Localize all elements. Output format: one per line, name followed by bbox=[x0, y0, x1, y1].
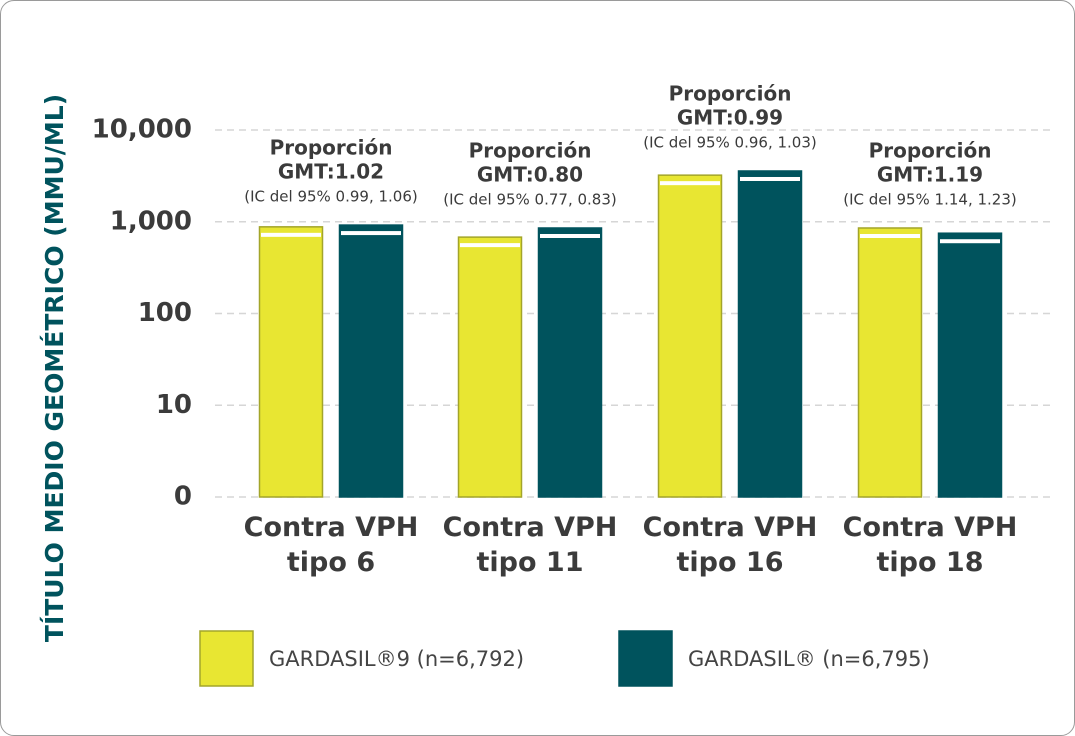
legend-label: GARDASIL®9 (n=6,792) bbox=[269, 647, 524, 671]
annotation: GMT:0.99 bbox=[677, 105, 783, 129]
y-tick-label: 1,000 bbox=[110, 206, 192, 236]
bar-separator bbox=[460, 243, 520, 248]
annotation: GMT:1.02 bbox=[278, 160, 384, 184]
bar bbox=[857, 227, 923, 498]
annotation: GMT:0.80 bbox=[477, 162, 583, 186]
y-axis-label: TÍTULO MEDIO GEOMÉTRICO (MMU/ML) bbox=[40, 94, 69, 642]
annotation: Proporción bbox=[270, 136, 393, 160]
bar-separator bbox=[860, 233, 920, 238]
bar-separator bbox=[341, 231, 401, 236]
x-tick-label: Contra VPH tipo 18 bbox=[842, 512, 1018, 578]
bar bbox=[737, 170, 803, 498]
y-tick-label: 100 bbox=[138, 298, 192, 328]
annotation: Proporción bbox=[469, 138, 592, 162]
bar bbox=[937, 232, 1003, 498]
annotation: (IC del 95% 0.96, 1.03) bbox=[643, 133, 817, 151]
bar-separator bbox=[940, 239, 1000, 244]
x-tick-label: Contra VPH tipo 11 bbox=[442, 512, 618, 578]
x-tick-label: Contra VPH tipo 6 bbox=[243, 512, 419, 578]
bar-separator bbox=[740, 176, 800, 181]
bar bbox=[457, 236, 523, 498]
bar bbox=[338, 224, 404, 498]
annotation: (IC del 95% 0.99, 1.06) bbox=[244, 188, 418, 206]
annotation: GMT:1.19 bbox=[877, 162, 983, 186]
y-tick-label: 0 bbox=[174, 482, 192, 512]
annotation: (IC del 95% 0.77, 0.83) bbox=[443, 190, 617, 208]
legend-swatch bbox=[199, 630, 254, 687]
annotation: Proporción bbox=[869, 138, 992, 162]
legend-swatch bbox=[618, 630, 673, 687]
bar-separator bbox=[660, 181, 720, 186]
y-tick-label: 10 bbox=[156, 390, 192, 420]
bar bbox=[537, 227, 603, 498]
y-tick-label: 10,000 bbox=[92, 115, 192, 145]
bar bbox=[657, 174, 723, 498]
legend-label: GARDASIL® (n=6,795) bbox=[688, 647, 930, 671]
bar-separator bbox=[540, 233, 600, 238]
x-tick-label: Contra VPH tipo 16 bbox=[642, 512, 818, 578]
bar-separator bbox=[261, 232, 321, 237]
bar bbox=[258, 226, 324, 498]
annotation: Proporción bbox=[669, 81, 792, 105]
annotation: (IC del 95% 1.14, 1.23) bbox=[843, 190, 1017, 208]
